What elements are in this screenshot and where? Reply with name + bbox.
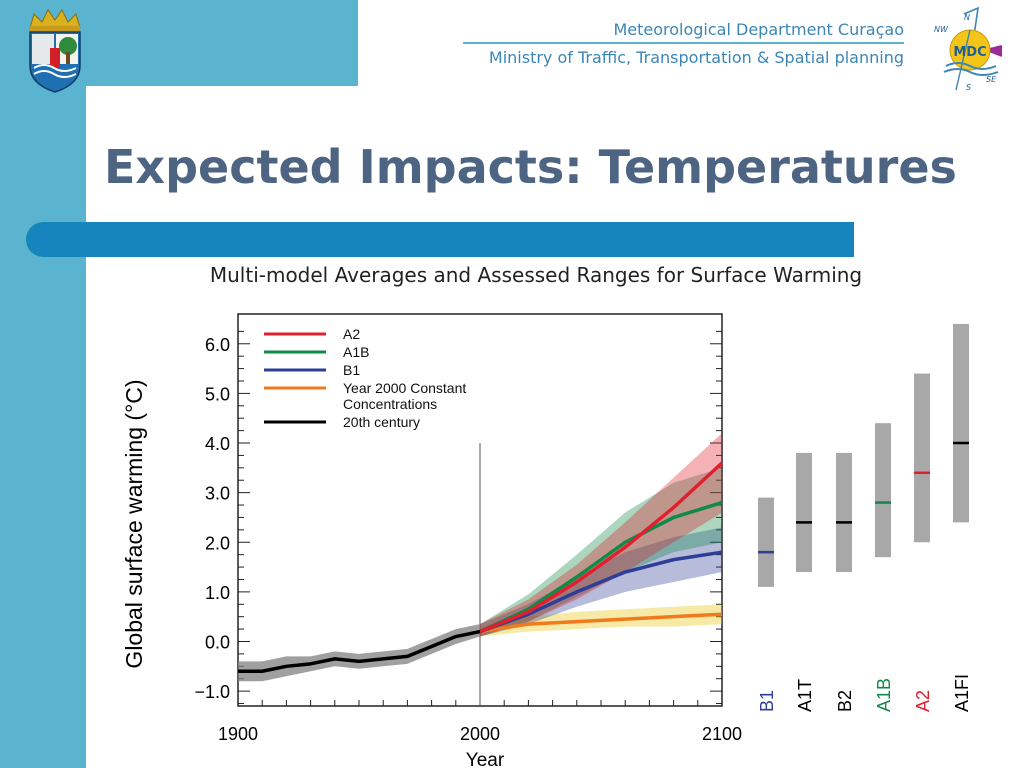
y-tick-label: 3.0 [205,484,230,504]
range-bar [875,423,891,558]
range-bar [914,373,930,543]
y-tick-label: 1.0 [205,583,230,603]
slide-title: Expected Impacts: Temperatures [104,140,957,194]
range-scenario-label: B2 [835,690,855,712]
x-tick-label: 2000 [460,724,500,744]
compass-se-label: SE [986,75,997,84]
frame-left-band [0,0,86,768]
range-scenario-label: A1B [874,678,894,712]
legend-label: Year 2000 Constant Concentrations [343,380,466,412]
legend-label: A2 [343,326,360,342]
ministry-name: Ministry of Traffic, Transportation & Sp… [488,47,904,67]
uncertainty-band [480,467,722,637]
y-tick-label: 6.0 [205,335,230,355]
uncertainty-band [238,624,480,682]
legend-label: B1 [343,362,360,378]
range-bar [836,452,852,573]
mdc-compass-logo: MDC N NW SE S [934,6,1003,92]
range-bar [953,323,969,523]
y-tick-label: −1.0 [194,682,230,702]
series-line [479,500,723,634]
compass-n-label: N [964,13,970,22]
title-underline-bar [26,222,854,257]
range-scenario-label: A1FI [952,674,972,712]
y-axis-label: Global surface warming (°C) [121,379,147,668]
y-tick-label: 0.0 [205,632,230,652]
series-line [479,550,723,634]
x-tick-label: 1900 [218,724,258,744]
uncertainty-band [480,433,722,637]
chart-title: Multi-model Averages and Assessed Ranges… [210,263,862,287]
department-block: Meteorological Department Curaçao Minist… [463,20,904,69]
mdc-logo-text: MDC [953,45,986,60]
compass-nw-label: NW [934,25,949,34]
range-bar [796,452,812,573]
y-tick-label: 2.0 [205,533,230,553]
series-line [479,612,723,634]
range-scenario-label: A2 [913,690,933,712]
surface-warming-chart: Multi-model Averages and Assessed Ranges… [121,263,972,768]
x-axis-label: Year [466,750,505,768]
compass-s-label: S [966,83,971,92]
legend-label: 20th century [343,414,420,430]
y-tick-label: 5.0 [205,384,230,404]
series-line [238,629,481,674]
legend-label: A1B [343,344,369,360]
range-scenario-label: B1 [757,690,777,712]
department-name: Meteorological Department Curaçao [463,20,904,44]
range-bar [758,497,774,587]
series-line [479,461,724,634]
x-tick-label: 2100 [702,724,742,744]
y-tick-label: 4.0 [205,434,230,454]
range-scenario-label: A1T [795,679,815,712]
coat-of-arms-icon [29,9,81,93]
